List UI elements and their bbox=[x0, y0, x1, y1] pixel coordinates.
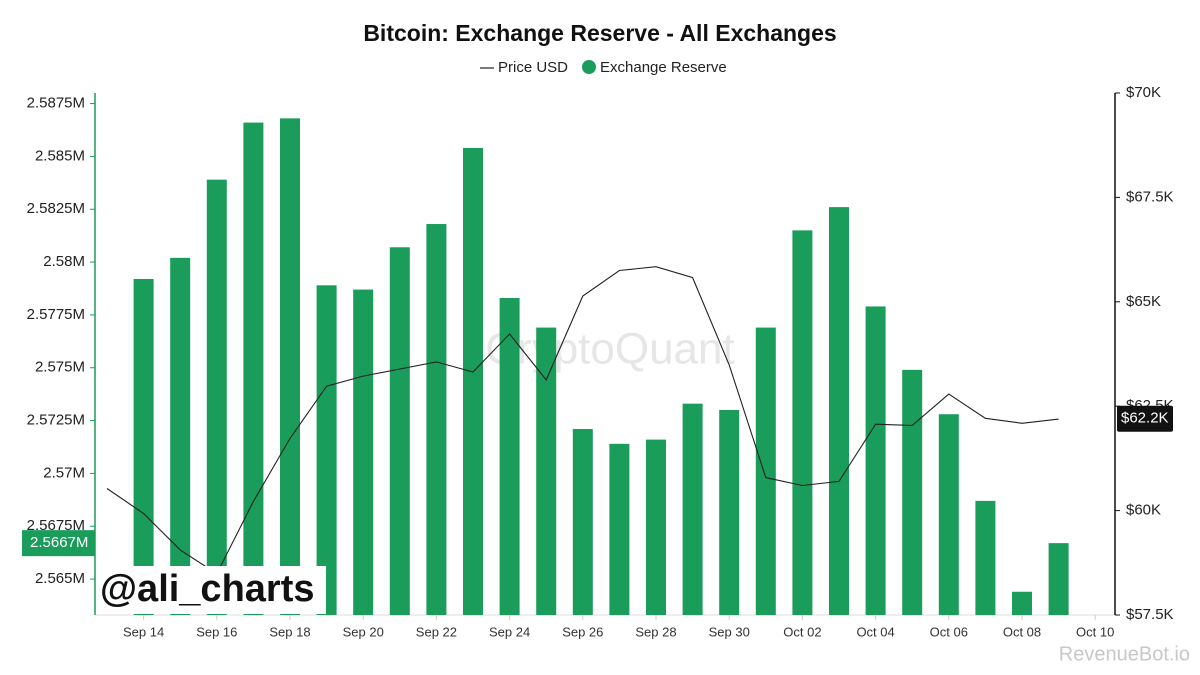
bar bbox=[426, 224, 447, 616]
x-tick-label: Sep 20 bbox=[343, 624, 384, 639]
bar bbox=[865, 306, 886, 615]
bar bbox=[682, 403, 703, 615]
x-tick-label: Oct 02 bbox=[783, 624, 821, 639]
legend-label: Price USD bbox=[498, 59, 568, 76]
legend-label: Exchange Reserve bbox=[600, 59, 727, 76]
current-badge bbox=[22, 530, 95, 557]
x-tick-label: Sep 26 bbox=[562, 624, 603, 639]
bar bbox=[938, 414, 959, 615]
bar bbox=[316, 285, 337, 615]
bar bbox=[902, 369, 923, 615]
chart-title: Bitcoin: Exchange Reserve - All Exchange… bbox=[363, 20, 836, 46]
current-badge-label: 2.5667M bbox=[30, 534, 88, 551]
x-tick-label: Sep 24 bbox=[489, 624, 530, 639]
x-tick-label: Sep 28 bbox=[635, 624, 676, 639]
x-tick-label: Sep 16 bbox=[196, 624, 237, 639]
y-tick-label: 2.585M bbox=[35, 147, 85, 164]
y-tick-label: 2.565M bbox=[35, 570, 85, 587]
bar bbox=[975, 500, 996, 615]
y-tick-label: 2.5825M bbox=[27, 200, 85, 217]
bar bbox=[499, 297, 520, 615]
y-tick-label: 2.5675M bbox=[27, 517, 85, 534]
x-tick-label: Sep 18 bbox=[269, 624, 310, 639]
y2-tick-label: $70K bbox=[1126, 84, 1161, 101]
x-tick-label: Oct 08 bbox=[1003, 624, 1041, 639]
bar bbox=[463, 147, 483, 615]
y2-tick-label: $60K bbox=[1126, 502, 1161, 519]
y-tick-label: 2.575M bbox=[35, 359, 85, 376]
watermark: CryptoQuant bbox=[485, 325, 734, 374]
x-tick-label: Oct 04 bbox=[856, 624, 894, 639]
y-tick-label: 2.58M bbox=[43, 253, 85, 270]
bar bbox=[389, 247, 410, 615]
watermark-box bbox=[96, 566, 326, 614]
y2-tick-label: $65K bbox=[1126, 293, 1161, 310]
bar bbox=[609, 443, 630, 615]
x-tick-label: Oct 06 bbox=[930, 624, 968, 639]
y-tick-label: 2.5725M bbox=[27, 412, 85, 429]
x-tick-label: Sep 22 bbox=[416, 624, 457, 639]
legend-marker bbox=[582, 60, 596, 74]
watermark: RevenueBot.io bbox=[1059, 643, 1190, 665]
bar bbox=[719, 410, 740, 615]
bar bbox=[133, 278, 154, 615]
bar bbox=[170, 257, 191, 615]
x-tick-label: Sep 30 bbox=[709, 624, 750, 639]
current-badge bbox=[1117, 405, 1173, 432]
bar bbox=[536, 327, 557, 615]
y2-tick-label: $67.5K bbox=[1126, 188, 1174, 205]
bar bbox=[353, 289, 374, 615]
price-line bbox=[106, 266, 1059, 575]
y-tick-label: 2.5775M bbox=[27, 306, 85, 323]
bar bbox=[1048, 543, 1069, 615]
y-tick-label: 2.5875M bbox=[27, 95, 85, 112]
x-tick-label: Oct 10 bbox=[1076, 624, 1114, 639]
bar bbox=[792, 230, 813, 616]
bar bbox=[572, 429, 593, 615]
y2-tick-label: $57.5K bbox=[1126, 606, 1174, 623]
bar bbox=[243, 122, 264, 616]
bar bbox=[829, 207, 849, 615]
bar bbox=[646, 439, 666, 615]
x-tick-label: Sep 14 bbox=[123, 624, 164, 639]
current-badge-label: $62.2K bbox=[1121, 410, 1169, 427]
bar bbox=[1012, 591, 1032, 615]
watermark: @ali_charts bbox=[100, 568, 315, 610]
y-tick-label: 2.57M bbox=[43, 464, 85, 481]
bar bbox=[755, 327, 776, 615]
bar bbox=[280, 118, 300, 615]
bar bbox=[206, 179, 227, 615]
